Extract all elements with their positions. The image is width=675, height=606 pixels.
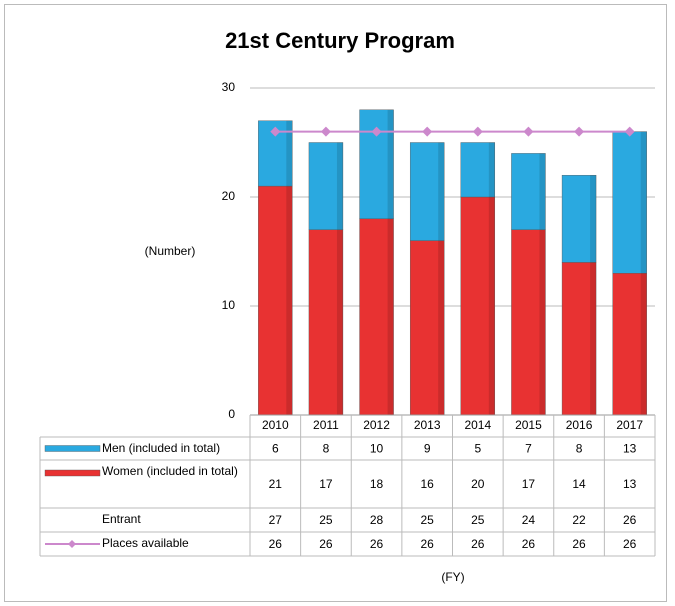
bar-shade bbox=[336, 229, 343, 415]
bar-shade bbox=[438, 142, 445, 241]
x-tick-label: 2013 bbox=[414, 418, 441, 432]
table-value: 13 bbox=[623, 477, 637, 491]
line-marker bbox=[523, 126, 534, 137]
table-value: 20 bbox=[471, 477, 485, 491]
bar-shade bbox=[438, 240, 445, 415]
table-value: 26 bbox=[623, 537, 637, 551]
table-value: 25 bbox=[319, 513, 333, 527]
x-tick-label: 2011 bbox=[313, 418, 339, 432]
bar-shade bbox=[539, 229, 546, 415]
table-value: 13 bbox=[623, 442, 637, 456]
x-tick-label: 2017 bbox=[616, 418, 643, 432]
line-marker bbox=[624, 126, 635, 137]
table-value: 17 bbox=[319, 477, 333, 491]
table-value: 26 bbox=[471, 537, 485, 551]
table-value: 26 bbox=[623, 513, 637, 527]
line-marker bbox=[320, 126, 331, 137]
y-tick-label: 0 bbox=[228, 407, 235, 421]
y-tick-label: 10 bbox=[222, 298, 236, 312]
line-marker bbox=[472, 126, 483, 137]
legend-label: Women (included in total) bbox=[102, 464, 238, 478]
bar-shade bbox=[488, 142, 495, 197]
line-marker bbox=[371, 126, 382, 137]
bar-shade bbox=[590, 175, 597, 263]
bar-shade bbox=[590, 262, 597, 415]
legend-label: Places available bbox=[102, 536, 189, 550]
table-value: 27 bbox=[269, 513, 283, 527]
table-value: 26 bbox=[319, 537, 333, 551]
table-value: 8 bbox=[323, 442, 330, 456]
table-value: 17 bbox=[522, 477, 536, 491]
table-value: 10 bbox=[370, 442, 384, 456]
table-value: 26 bbox=[269, 537, 283, 551]
bar-segment bbox=[308, 229, 344, 416]
bar-segment bbox=[612, 131, 647, 274]
table-value: 6 bbox=[272, 442, 279, 456]
x-tick-label: 2014 bbox=[464, 418, 491, 432]
bar-shade bbox=[387, 109, 394, 219]
table-value: 26 bbox=[522, 537, 536, 551]
table-value: 21 bbox=[269, 477, 283, 491]
y-axis-label: (Number) bbox=[145, 244, 196, 258]
legend-label: Entrant bbox=[102, 512, 141, 526]
table-value: 8 bbox=[576, 442, 583, 456]
x-tick-label: 2015 bbox=[515, 418, 542, 432]
bar-segment bbox=[409, 142, 445, 241]
table-value: 25 bbox=[471, 513, 485, 527]
table-value: 26 bbox=[572, 537, 586, 551]
legend-cell: Entrant bbox=[102, 512, 141, 526]
bar-shade bbox=[387, 218, 394, 415]
bar-shade bbox=[488, 197, 495, 415]
table-value: 5 bbox=[474, 442, 481, 456]
line-marker bbox=[574, 126, 585, 137]
bar-segment bbox=[561, 174, 597, 263]
table-value: 7 bbox=[525, 442, 532, 456]
table-value: 16 bbox=[421, 477, 435, 491]
table-value: 14 bbox=[572, 477, 586, 491]
bar-segment bbox=[511, 153, 546, 230]
table-value: 24 bbox=[522, 513, 536, 527]
bar-shade bbox=[286, 120, 293, 187]
legend-cell: Women (included in total) bbox=[102, 464, 238, 478]
bar-segment bbox=[460, 142, 496, 198]
table-value: 26 bbox=[421, 537, 435, 551]
legend-swatch bbox=[44, 469, 101, 477]
bar-shade bbox=[640, 273, 647, 415]
x-axis-label: (FY) bbox=[441, 570, 464, 584]
bar-segment bbox=[308, 142, 344, 230]
bar-shade bbox=[286, 186, 293, 415]
table-value: 25 bbox=[421, 513, 435, 527]
bar-segment bbox=[460, 196, 496, 416]
bar-shade bbox=[640, 131, 647, 274]
legend-cell: Places available bbox=[102, 536, 189, 550]
legend-label: Men (included in total) bbox=[102, 441, 221, 455]
x-tick-label: 2012 bbox=[363, 418, 390, 432]
y-tick-label: 30 bbox=[222, 80, 236, 94]
legend-marker bbox=[68, 540, 76, 548]
bar-segment bbox=[612, 273, 647, 416]
bar-shade bbox=[539, 153, 546, 230]
chart-title: 21st Century Program bbox=[225, 28, 455, 53]
x-tick-label: 2016 bbox=[566, 418, 593, 432]
legend-swatch bbox=[44, 445, 101, 452]
y-tick-label: 20 bbox=[222, 189, 236, 203]
x-tick-label: 2010 bbox=[262, 418, 289, 432]
bar-segment bbox=[409, 240, 445, 416]
line-marker bbox=[422, 126, 433, 137]
line-marker bbox=[270, 126, 281, 137]
table-value: 28 bbox=[370, 513, 384, 527]
bar-segment bbox=[511, 229, 546, 416]
bar-segment bbox=[561, 262, 597, 416]
table-value: 9 bbox=[424, 442, 431, 456]
table-value: 18 bbox=[370, 477, 384, 491]
bar-shade bbox=[336, 142, 343, 230]
table-value: 26 bbox=[370, 537, 384, 551]
table-value: 22 bbox=[572, 513, 586, 527]
legend-cell: Men (included in total) bbox=[102, 441, 221, 455]
